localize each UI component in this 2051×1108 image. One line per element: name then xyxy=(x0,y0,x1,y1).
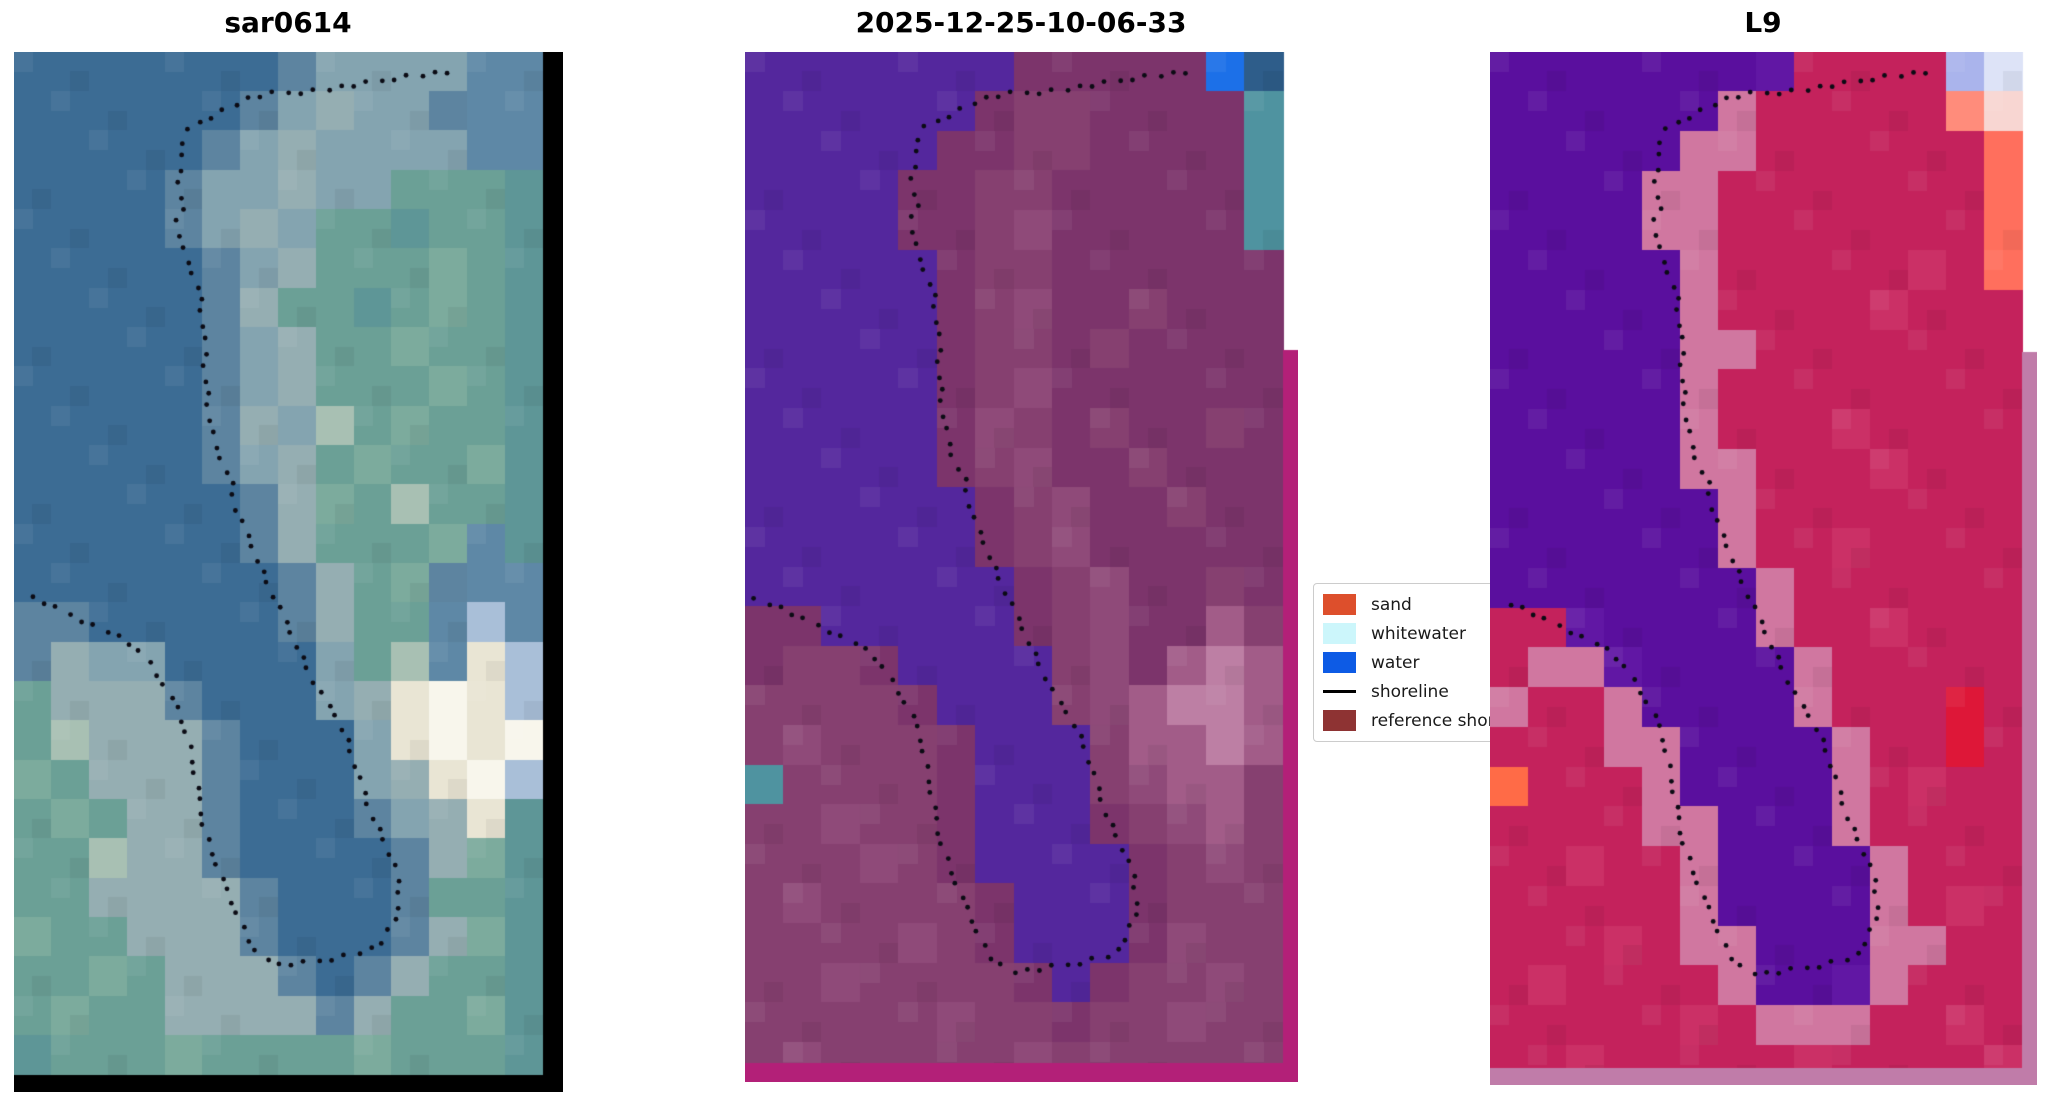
legend-color-swatch xyxy=(1323,652,1356,673)
legend-item-water: water xyxy=(1314,648,1544,677)
legend-color-swatch xyxy=(1323,710,1356,731)
panel-title-l9: L9 xyxy=(1744,6,1782,39)
legend-item-sand: sand xyxy=(1314,590,1544,619)
legend-label: sand xyxy=(1371,594,1412,615)
legend-color-swatch xyxy=(1323,594,1356,615)
legend-label: shoreline xyxy=(1371,681,1449,702)
panel-title-date: 2025-12-25-10-06-33 xyxy=(855,6,1187,39)
panel-image-2025-12-25-10-06-33 xyxy=(745,52,1298,1082)
legend-color-swatch xyxy=(1323,623,1356,644)
legend-item-whitewater: whitewater xyxy=(1314,619,1544,648)
panel-image-L9 xyxy=(1490,52,2037,1085)
legend-label: water xyxy=(1371,652,1420,673)
legend-label: whitewater xyxy=(1371,623,1466,644)
panel-title-sar0614: sar0614 xyxy=(224,6,352,39)
legend-item-shoreline: shoreline xyxy=(1314,677,1544,706)
legend-line-swatch xyxy=(1323,690,1356,693)
panel-image-sar0614 xyxy=(14,52,563,1092)
